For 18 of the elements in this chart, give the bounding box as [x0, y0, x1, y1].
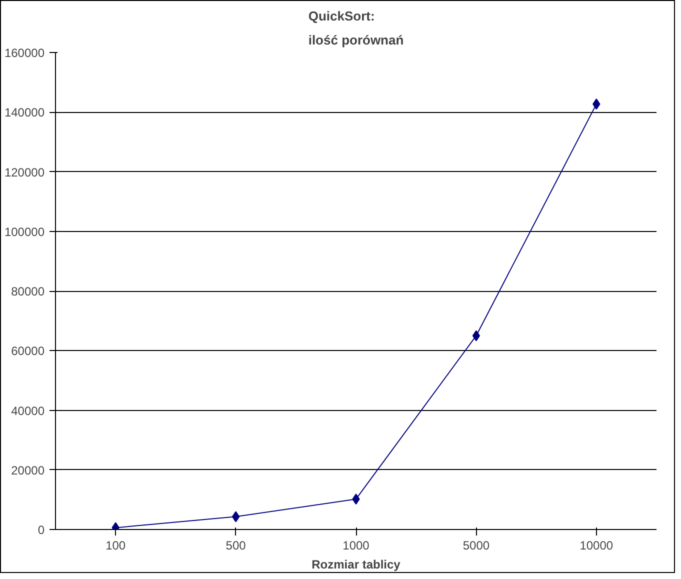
y-tick-label: 160000: [4, 46, 45, 60]
y-tick-label: 40000: [11, 404, 45, 418]
y-tick-label: 20000: [11, 463, 45, 478]
x-tick-label: 500: [226, 538, 246, 552]
y-tick-label: 100000: [4, 224, 45, 239]
x-tick-label: 10000: [580, 538, 614, 552]
x-axis-title: Rozmiar tablicy: [312, 558, 401, 572]
y-tick-label: 140000: [4, 106, 45, 120]
x-tick-label: 1000: [342, 538, 370, 552]
y-tick-label: 0: [38, 523, 45, 537]
y-tick-label: 120000: [4, 165, 45, 180]
point: [232, 511, 240, 522]
x-tick-label: 5000: [462, 538, 490, 552]
chart-title: QuickSort: ilość porównań: [308, 8, 404, 48]
y-tick-label: 80000: [11, 284, 45, 298]
x-tick-label: 100: [106, 538, 126, 552]
point: [472, 330, 480, 342]
y-tick-label: 60000: [11, 344, 45, 358]
